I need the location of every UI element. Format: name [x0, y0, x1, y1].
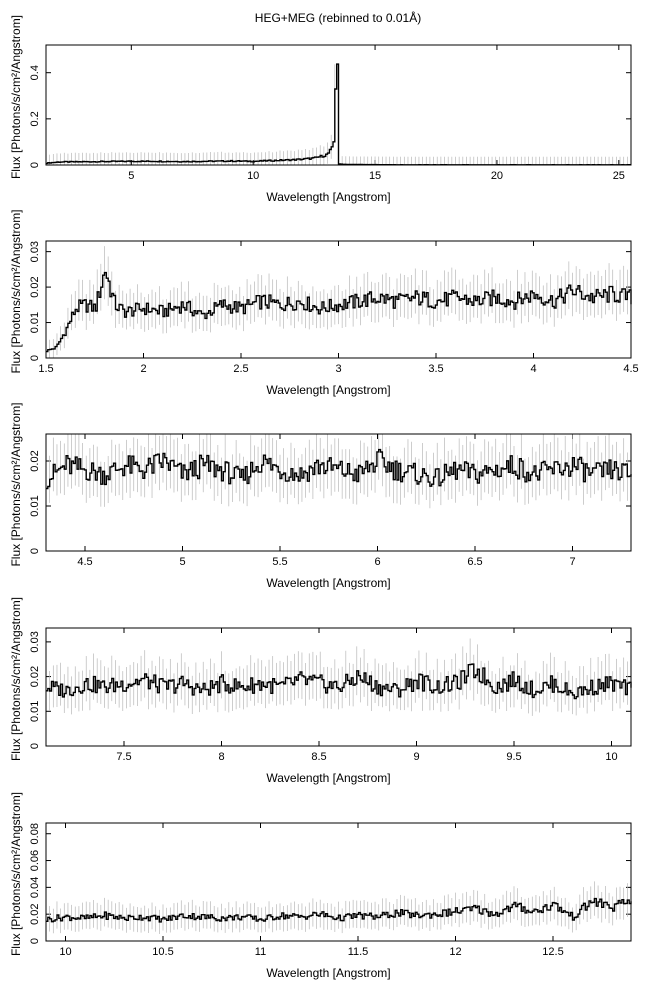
x-tick-label: 4.5	[623, 363, 638, 375]
y-tick-label: 0	[29, 938, 41, 944]
x-tick-label: 10	[605, 751, 617, 763]
x-tick-label: 9	[413, 751, 419, 763]
plot-frame	[45, 240, 632, 359]
plot-frame	[45, 822, 632, 942]
x-axis-label: Wavelength [Angstrom]	[266, 966, 390, 980]
x-tick-label: 3.5	[428, 363, 443, 375]
y-axis-label: Flux [Photons/s/cm²/Angstrom]	[9, 209, 23, 373]
plot-frame	[45, 627, 632, 747]
x-tick-label: 12.5	[542, 946, 563, 958]
x-tick-label: 7	[569, 556, 575, 568]
error-bars	[45, 246, 632, 358]
y-tick-label: 0.04	[29, 877, 41, 898]
spectrum-line	[46, 663, 632, 700]
x-tick-label: 5.5	[272, 556, 287, 568]
figure-title: HEG+MEG (rebinned to 0.01Å)	[255, 10, 421, 25]
x-tick-label: 12	[449, 946, 461, 958]
y-tick-label: 0.03	[29, 241, 41, 262]
y-tick-label: 0.02	[29, 666, 41, 687]
chart-panel-2: 1.5 2 2.5 3 3.5 4 4.5 0 0.01 0.02 0.03 Wavelength […	[9, 209, 639, 397]
y-tick-label: 0.02	[29, 903, 41, 924]
x-tick-label: 25	[613, 170, 625, 182]
x-axis-label: Wavelength [Angstrom]	[266, 771, 390, 785]
x-tick-label: 6	[374, 556, 380, 568]
x-tick-label: 5	[179, 556, 185, 568]
spectrum-line	[46, 897, 632, 923]
chart-panel-1: 5 10 15 20 25 0 0.2 0.4 Wavelength [Angstrom] Flu…	[9, 15, 632, 204]
x-tick-label: 10	[59, 946, 71, 958]
y-tick-label: 0	[29, 743, 41, 749]
x-tick-label: 4	[530, 363, 536, 375]
x-tick-label: 5	[128, 170, 134, 182]
x-tick-label: 15	[369, 170, 381, 182]
y-tick-label: 0.01	[29, 312, 41, 333]
x-tick-label: 1.5	[38, 363, 53, 375]
chart-panel-5: 10 10.5 11 11.5 12 12.5 0 0.02 0.04 0.06 0.08 Wavel…	[9, 792, 632, 980]
chart-panel-4: 7.5 8 8.5 9 9.5 10 0 0.01 0.02 0.03 Wavelength [An…	[9, 597, 632, 785]
chart-panel-3: 4.5 5 5.5 6 6.5 7 0 0.01 0.02 Wavelength [Angstro…	[9, 402, 632, 590]
x-axis-label: Wavelength [Angstrom]	[266, 383, 390, 397]
x-axis-label: Wavelength [Angstrom]	[266, 576, 390, 590]
x-tick-label: 11	[255, 946, 266, 958]
x-axis-label: Wavelength [Angstrom]	[266, 190, 390, 204]
x-tick-label: 20	[491, 170, 503, 182]
x-tick-label: 4.5	[77, 556, 92, 568]
y-tick-label: 0	[29, 548, 41, 554]
x-tick-label: 7.5	[116, 751, 131, 763]
y-tick-label: 0.03	[29, 631, 41, 652]
plot-frame	[45, 44, 632, 166]
x-tick-label: 8.5	[311, 751, 326, 763]
y-axis-label: Flux [Photons/s/cm²/Angstrom]	[9, 597, 23, 761]
y-tick-label: 0.02	[29, 276, 41, 297]
x-tick-label: 2.5	[233, 363, 248, 375]
y-tick-label: 0.01	[29, 495, 41, 516]
y-axis-label: Flux [Photons/s/cm²/Angstrom]	[9, 15, 23, 179]
x-tick-label: 6.5	[467, 556, 482, 568]
plot-frame	[45, 433, 632, 552]
y-tick-label: 0	[29, 162, 41, 168]
y-tick-label: 0.4	[29, 65, 41, 80]
y-tick-label: 0.08	[29, 823, 41, 844]
x-tick-label: 2	[140, 363, 146, 375]
error-bars	[45, 64, 632, 165]
x-tick-label: 8	[218, 751, 224, 763]
x-tick-label: 11.5	[348, 946, 369, 958]
y-tick-label: 0.2	[29, 111, 41, 126]
error-bars	[45, 434, 632, 511]
x-tick-label: 9.5	[506, 751, 521, 763]
y-axis-label: Flux [Photons/s/cm²/Angstrom]	[9, 792, 23, 956]
x-tick-label: 10	[247, 170, 259, 182]
y-axis-label: Flux [Photons/s/cm²/Angstrom]	[9, 402, 23, 566]
spectrum-line	[46, 63, 631, 166]
spectrum-line	[46, 448, 632, 490]
y-tick-label: 0.01	[29, 701, 41, 722]
spectrum-line	[46, 271, 632, 353]
y-tick-label: 0	[29, 355, 41, 361]
x-tick-label: 3	[335, 363, 341, 375]
x-tick-label: 10.5	[152, 946, 173, 958]
error-bars	[45, 638, 632, 716]
y-tick-label: 0.02	[29, 450, 41, 471]
y-tick-label: 0.06	[29, 850, 41, 871]
